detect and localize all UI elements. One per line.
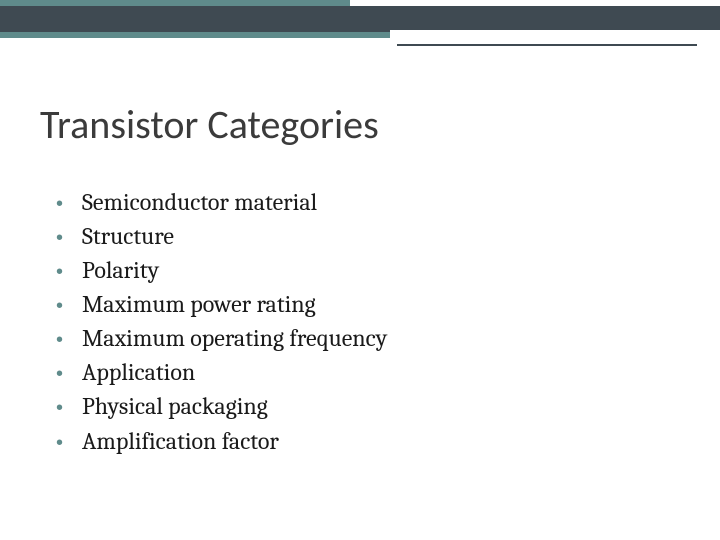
bullet-icon: • [56,360,82,388]
list-item: • Amplification factor [56,424,387,458]
dark-bar [0,6,720,32]
list-item: • Application [56,355,387,389]
header-decoration [0,0,720,40]
accent-underline [397,44,697,46]
bullet-icon: • [56,326,82,354]
bullet-icon: • [56,224,82,252]
bullet-list: • Semiconductor material • Structure • P… [56,185,387,458]
list-item: • Semiconductor material [56,185,387,219]
bullet-icon: • [56,394,82,422]
list-item-text: Amplification factor [82,424,279,458]
list-item: • Maximum operating frequency [56,321,387,355]
list-item-text: Structure [82,219,174,253]
list-item: • Maximum power rating [56,287,387,321]
list-item-text: Semiconductor material [82,185,317,219]
list-item-text: Application [82,355,195,389]
bullet-icon: • [56,292,82,320]
list-item-text: Maximum operating frequency [82,321,387,355]
list-item-text: Polarity [82,253,159,287]
slide: Transistor Categories • Semiconductor ma… [0,0,720,540]
list-item-text: Maximum power rating [82,287,316,321]
slide-title: Transistor Categories [40,100,379,149]
list-item: • Polarity [56,253,387,287]
list-item: • Structure [56,219,387,253]
accent-cut [390,30,720,42]
bullet-icon: • [56,429,82,457]
bullet-icon: • [56,190,82,218]
list-item: • Physical packaging [56,389,387,423]
bullet-icon: • [56,258,82,286]
list-item-text: Physical packaging [82,389,268,423]
